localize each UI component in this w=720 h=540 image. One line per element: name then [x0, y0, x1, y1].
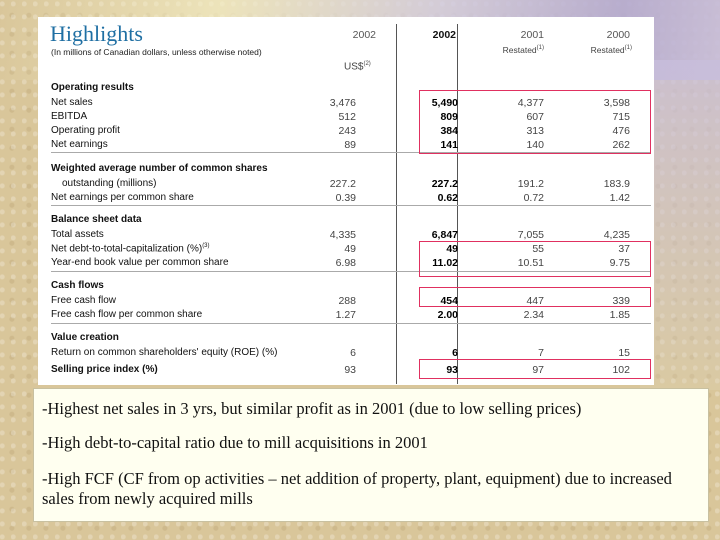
table-cell: 183.9	[603, 178, 630, 190]
col-header-4-sub: Restated(1)	[590, 45, 632, 55]
table-cell: 102	[612, 364, 630, 376]
table-cell: 3,476	[329, 97, 356, 109]
note-1: -Highest net sales in 3 yrs, but similar…	[42, 399, 582, 418]
highlights-table-image: Highlights (In millions of Canadian doll…	[38, 17, 654, 385]
row-label: Total assets	[51, 229, 104, 240]
col-header-4: 2000	[606, 29, 630, 41]
section-separator	[51, 323, 651, 324]
highlight-box	[419, 90, 651, 154]
row-label: Operating profit	[51, 125, 120, 136]
table-cell: 1.85	[609, 309, 630, 321]
table-cell: 89	[344, 139, 356, 151]
table-cell: 6,847	[431, 229, 458, 241]
row-label: Net earnings per common share	[51, 192, 194, 203]
row-label: outstanding (millions)	[62, 178, 157, 189]
section-heading: Balance sheet data	[51, 214, 142, 225]
table-cell: 447	[526, 295, 544, 307]
note-3: -High FCF (CF from op activities – net a…	[42, 469, 672, 508]
table-cell: 11.02	[432, 257, 458, 269]
table-cell: 4,235	[603, 229, 630, 241]
table-cell: 6	[452, 347, 458, 359]
highlight-box	[419, 359, 651, 379]
section-separator	[51, 205, 651, 206]
section-separator	[51, 271, 651, 272]
table-cell: 512	[338, 111, 356, 123]
table-cell: 476	[612, 125, 630, 137]
table-cell: 3,598	[603, 97, 630, 109]
table-cell: 37	[618, 243, 630, 255]
table-cell: 384	[440, 125, 458, 137]
col-header-2: 2002	[432, 29, 456, 41]
table-cell: 2.00	[437, 309, 458, 321]
table-cell: 0.39	[335, 192, 356, 204]
table-cell: 2.34	[523, 309, 544, 321]
table-cell: 5,490	[431, 97, 458, 109]
table-cell: 339	[612, 295, 630, 307]
table-cell: 97	[532, 364, 544, 376]
table-cell: 607	[526, 111, 544, 123]
table-cell: 227.2	[431, 178, 458, 190]
table-cell: 0.62	[437, 192, 458, 204]
table-cell: 49	[344, 243, 356, 255]
highlight-box	[419, 287, 651, 307]
table-cell: 4,377	[517, 97, 544, 109]
table-cell: 6	[350, 347, 356, 359]
table-cell: 15	[618, 347, 630, 359]
table-cell: 243	[338, 125, 356, 137]
table-cell: 55	[532, 243, 544, 255]
col-header-3-sub: Restated(1)	[502, 45, 544, 55]
table-cell: 6.98	[335, 257, 356, 269]
section-heading: Cash flows	[51, 280, 104, 291]
row-label: Selling price index (%)	[51, 364, 158, 375]
table-cell: 10.51	[517, 257, 544, 269]
section-heading: Weighted average number of common shares	[51, 163, 268, 174]
col-header-3: 2001	[520, 29, 544, 41]
row-label: Net sales	[51, 97, 93, 108]
row-label: Free cash flow	[51, 295, 117, 306]
table-cell: 191.2	[517, 178, 544, 190]
section-separator	[51, 152, 651, 153]
table-cell: 0.72	[523, 192, 544, 204]
table-cell: 7,055	[517, 229, 544, 241]
row-label: Free cash flow per common share	[51, 309, 203, 320]
note-2: -High debt-to-capital ratio due to mill …	[42, 433, 428, 452]
table-cell: 1.27	[335, 309, 356, 321]
highlight-box	[419, 241, 651, 277]
currency-label: US$(2)	[344, 61, 371, 73]
row-label: Net earnings	[51, 139, 108, 150]
table-cell: 4,335	[329, 229, 356, 241]
table-cell: 9.75	[609, 257, 630, 269]
table-cell: 93	[344, 364, 356, 376]
table-cell: 288	[338, 295, 356, 307]
row-label: Year-end book value per common share	[51, 257, 229, 268]
table-cell: 93	[446, 364, 458, 376]
emphasis-column-frame	[396, 24, 458, 384]
table-cell: 1.42	[609, 192, 630, 204]
table-cell: 7	[538, 347, 544, 359]
row-label: Net debt-to-total-capitalization (%)(3)	[51, 243, 210, 255]
table-cell: 262	[612, 139, 630, 151]
table-cell: 140	[526, 139, 544, 151]
table-title: Highlights	[50, 21, 143, 46]
col-header-1: 2002	[352, 29, 376, 41]
table-cell: 141	[440, 139, 458, 151]
commentary-box: -Highest net sales in 3 yrs, but similar…	[33, 388, 709, 522]
section-heading: Value creation	[51, 332, 119, 343]
table-cell: 313	[526, 125, 544, 137]
table-cell: 454	[440, 295, 458, 307]
row-label: Return on common shareholders' equity (R…	[51, 347, 278, 358]
table-cell: 809	[440, 111, 458, 123]
table-subtitle: (In millions of Canadian dollars, unless…	[51, 47, 262, 57]
table-cell: 227.2	[329, 178, 356, 190]
table-cell: 715	[612, 111, 630, 123]
row-label: EBITDA	[51, 111, 88, 122]
table-cell: 49	[446, 243, 458, 255]
section-heading: Operating results	[51, 82, 134, 93]
